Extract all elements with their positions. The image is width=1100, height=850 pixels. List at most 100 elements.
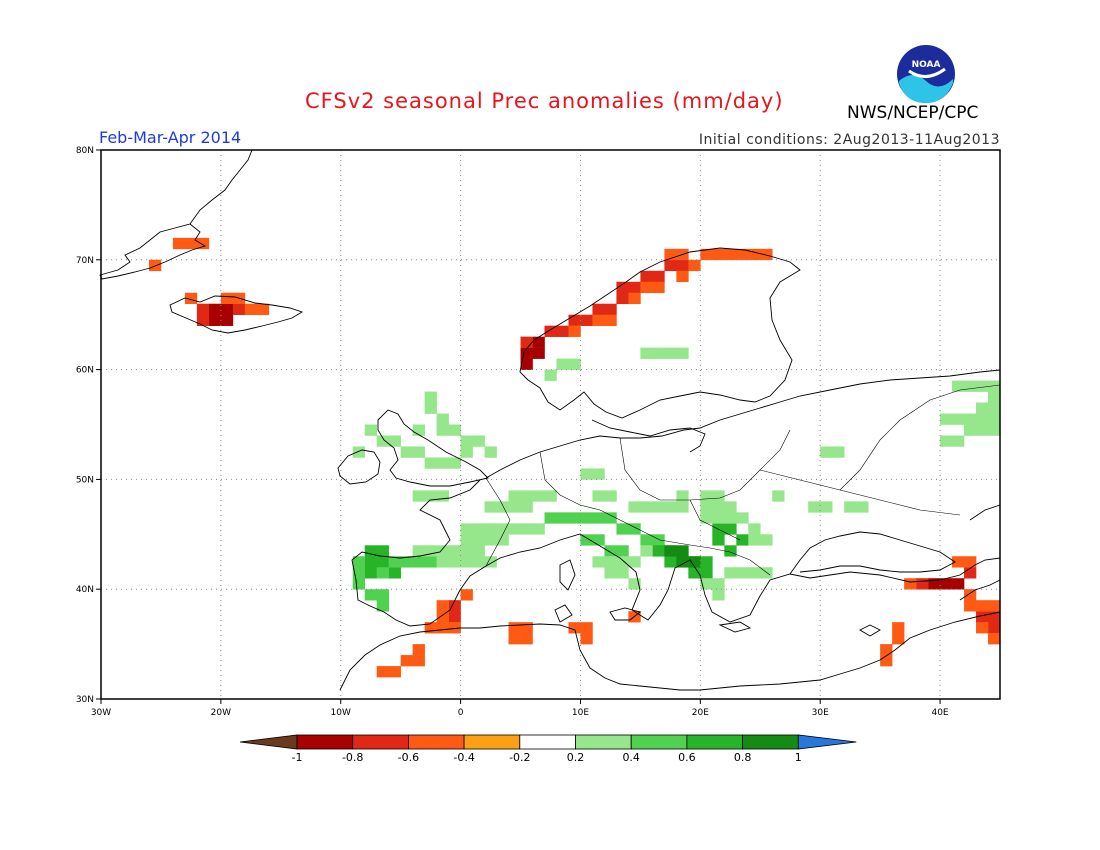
anomaly-cell-iberia-north-1 [376, 545, 389, 557]
anomaly-cell-norway-north-6 [676, 270, 689, 283]
anomaly-cell-north-africa-6 [580, 633, 593, 645]
anomaly-cell-iceland-edge-0 [184, 292, 198, 305]
anomaly-cell-france-spain-26 [532, 490, 545, 502]
anomaly-cell-balkans-edge-17 [724, 501, 737, 513]
anomaly-cell-scandinavia-south-19 [508, 490, 521, 502]
colorbar-label: -0.2 [509, 751, 530, 764]
anomaly-cell-alps-italy-12 [592, 534, 605, 546]
anomaly-cell-scandinavia-south-2 [544, 369, 557, 381]
anomaly-cell-turkey-east-3 [988, 611, 1001, 623]
anomaly-cell-france-spain-19 [460, 556, 473, 568]
colorbar-label: 0.8 [734, 751, 752, 764]
anomaly-cell-uk-11 [424, 457, 437, 469]
anomaly-cell-alps-italy-6 [616, 523, 629, 535]
anomaly-cell-iberia-west-10 [376, 600, 389, 612]
anomaly-cell-scandinavia-south-5 [664, 347, 677, 359]
colorbar-arrow-low [239, 734, 298, 750]
black-sea-coast [789, 531, 956, 575]
anomaly-cell-balkans-edge-14 [760, 567, 773, 579]
lat-tick-label: 50N [76, 475, 94, 485]
anomaly-cell-spain-se-0 [448, 600, 461, 612]
greenland-coast [99, 149, 253, 280]
anomaly-cell-north-africa-3 [520, 633, 533, 645]
anomaly-cell-spain-south-3 [436, 622, 449, 634]
colorbar-segment [407, 734, 465, 750]
anomaly-cell-alps-italy-14 [616, 545, 629, 557]
anomaly-cell-norway-north-2 [604, 314, 617, 326]
colorbar-segment [519, 734, 576, 750]
anomaly-cell-russia-east-13 [988, 402, 1001, 414]
colorbar-label: -0.4 [453, 751, 474, 764]
anomaly-cell-norway-north-0 [568, 325, 581, 337]
anomaly-cell-france-spain-20 [472, 556, 485, 568]
map-grid [101, 150, 1000, 699]
anomaly-cell-uk-16 [364, 424, 377, 436]
anomaly-cell-iberia-north-2 [364, 556, 377, 568]
anomaly-cell-france-spain-18 [448, 556, 461, 568]
anomaly-cell-uk-2 [436, 413, 449, 425]
anomaly-cell-russia-east-15 [952, 435, 965, 447]
anomaly-cell-norway-north-10 [724, 248, 737, 261]
anomaly-cell-balkans-edge-11 [724, 567, 737, 579]
anomaly-cell-iberia-west-9 [376, 589, 389, 601]
anomaly-cell-scandinavia-south-20 [520, 490, 533, 502]
anomaly-cell-iceland-south-1 [220, 314, 234, 326]
anomaly-cell-france-spain-5 [424, 545, 437, 557]
anomaly-cell-norway-sw-2 [532, 336, 545, 348]
anomaly-cell-balkans-edge-29 [628, 556, 641, 568]
anomaly-cell-iceland-edge-2 [232, 292, 246, 305]
lon-tick-label: 40E [931, 708, 948, 718]
anomaly-cell-russia-east-7 [976, 413, 989, 425]
lon-tick-label: 30E [812, 708, 829, 718]
anomaly-cell-norway-north-9 [712, 248, 725, 261]
anomaly-cell-norway-coast-10 [640, 270, 653, 283]
anomaly-cell-balkans-edge-6 [748, 534, 761, 546]
anomaly-cell-balkans-edge-20 [628, 501, 641, 513]
anomaly-cell-balkans-core-1 [676, 545, 689, 557]
anomaly-cell-balkans-edge-30 [604, 567, 617, 579]
anomaly-cell-norway-north-11 [736, 248, 749, 261]
anomaly-cell-iberia-north-0 [364, 545, 377, 557]
anomaly-cell-iceland-1 [232, 303, 246, 315]
anomaly-cell-turkey-east-2 [976, 611, 989, 623]
anomaly-cell-russia-east-9 [964, 424, 977, 436]
anomaly-cell-france-spain-11 [520, 523, 533, 535]
anomaly-cell-alps-italy-8 [640, 534, 653, 546]
anomaly-cell-france-spain-25 [520, 501, 533, 513]
anomaly-cell-balkans-edge-2 [712, 512, 725, 524]
anomaly-cell-norway-sw-1 [532, 347, 545, 359]
anomaly-cell-france-spain-2 [460, 545, 473, 557]
lon-tick-label: 20W [211, 708, 231, 718]
anomaly-cell-balkans-9 [736, 534, 749, 546]
anomaly-cell-turkey-east-edge-9 [892, 633, 905, 645]
anomaly-cell-iberia-west-1 [352, 567, 366, 579]
anomaly-cell-russia-east-12 [976, 402, 989, 414]
anomaly-cell-scandinavia-south-22 [592, 468, 605, 480]
anomaly-cell-alps-italy-1 [556, 512, 569, 524]
anomaly-cell-balkans-3 [688, 556, 701, 568]
anomaly-cell-spain-south-4 [448, 622, 461, 634]
baltic-coast [591, 419, 706, 453]
colorbar: -1 -0.8 -0.6 -0.4 -0.2 0.2 0.4 0.6 0.8 1 [239, 734, 857, 764]
anomaly-cell-alps-italy-13 [604, 545, 617, 557]
caspian-coast [959, 504, 1001, 601]
anomaly-cell-iberia-west-5 [400, 556, 413, 568]
anomaly-cell-greenland-east-1 [184, 237, 198, 250]
europe-mainland-coast [351, 369, 1001, 627]
anomaly-cell-spain-south-1 [436, 611, 449, 623]
anomaly-cell-uk-15 [376, 435, 389, 447]
anomaly-cell-norway-coast-11 [652, 270, 665, 283]
lat-tick-label: 80N [76, 146, 94, 156]
anomaly-cell-russia-east-2 [976, 380, 989, 392]
anomaly-cells [148, 237, 1001, 678]
anomaly-cell-russia-east-10 [976, 424, 989, 436]
anomaly-cell-turkey-east-4 [988, 622, 1001, 634]
anomaly-cell-france-spain-10 [508, 523, 521, 535]
anomaly-cell-balkans-edge-24 [676, 501, 689, 513]
map-title: CFSv2 seasonal Prec anomalies (mm/day) [305, 89, 784, 113]
anomaly-cell-alps-italy-11 [580, 534, 593, 546]
anomaly-cell-caucasus-0 [928, 578, 941, 590]
anomaly-cell-balkans-edge-4 [736, 512, 749, 524]
anomaly-cell-uk-17 [352, 446, 366, 458]
anomaly-cell-iberia-west-7 [424, 556, 437, 568]
